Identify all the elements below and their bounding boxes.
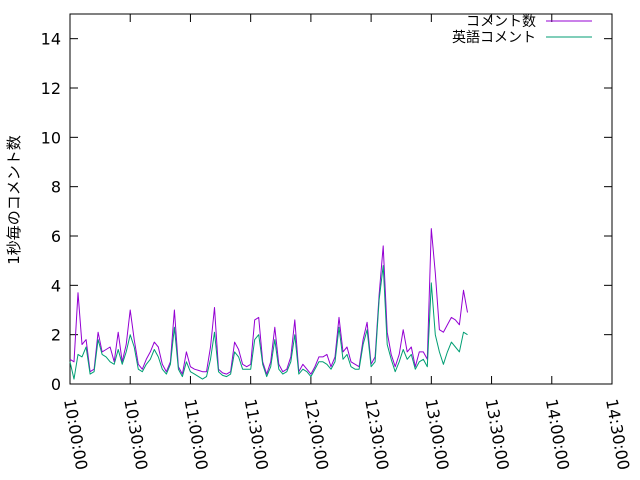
y-tick-label: 6 [51, 227, 61, 246]
x-tick-label: 10:30:00 [120, 397, 151, 471]
series-lines [69, 228, 468, 380]
x-tick-label: 11:30:00 [241, 397, 272, 471]
x-tick-label: 13:00:00 [421, 397, 452, 471]
x-tick-label: 12:00:00 [301, 397, 332, 471]
y-axis-label: 1秒毎のコメント数 [5, 135, 23, 265]
y-tick-label: 12 [41, 79, 61, 98]
x-tick-label: 13:30:00 [482, 397, 513, 471]
series-line-2 [69, 265, 468, 380]
x-tick-label: 12:30:00 [361, 397, 392, 471]
y-tick-label: 2 [51, 326, 61, 345]
plot-border [69, 13, 613, 385]
y-tick-label: 4 [51, 276, 61, 295]
x-tick-label: 10:00:00 [60, 397, 91, 471]
x-tick-label: 14:30:00 [602, 397, 633, 471]
y-tick-label: 0 [51, 375, 61, 394]
y-axis-ticks: 0 2 4 6 8 10 12 14 [41, 30, 612, 394]
series-line-1 [69, 228, 468, 375]
y-tick-label: 10 [41, 128, 61, 147]
x-tick-label: 11:00:00 [181, 397, 212, 471]
x-tick-label: 14:00:00 [542, 397, 573, 471]
x-axis-ticks: 10:00:00 10:30:00 11:00:00 11:30:00 12:00:00… [60, 14, 633, 471]
plot-frame [69, 13, 613, 385]
legend-label-1: コメント数 [466, 14, 536, 30]
y-tick-label: 8 [51, 178, 61, 197]
legend-label-2: 英語コメント [452, 29, 536, 46]
y-tick-label: 14 [41, 30, 61, 49]
